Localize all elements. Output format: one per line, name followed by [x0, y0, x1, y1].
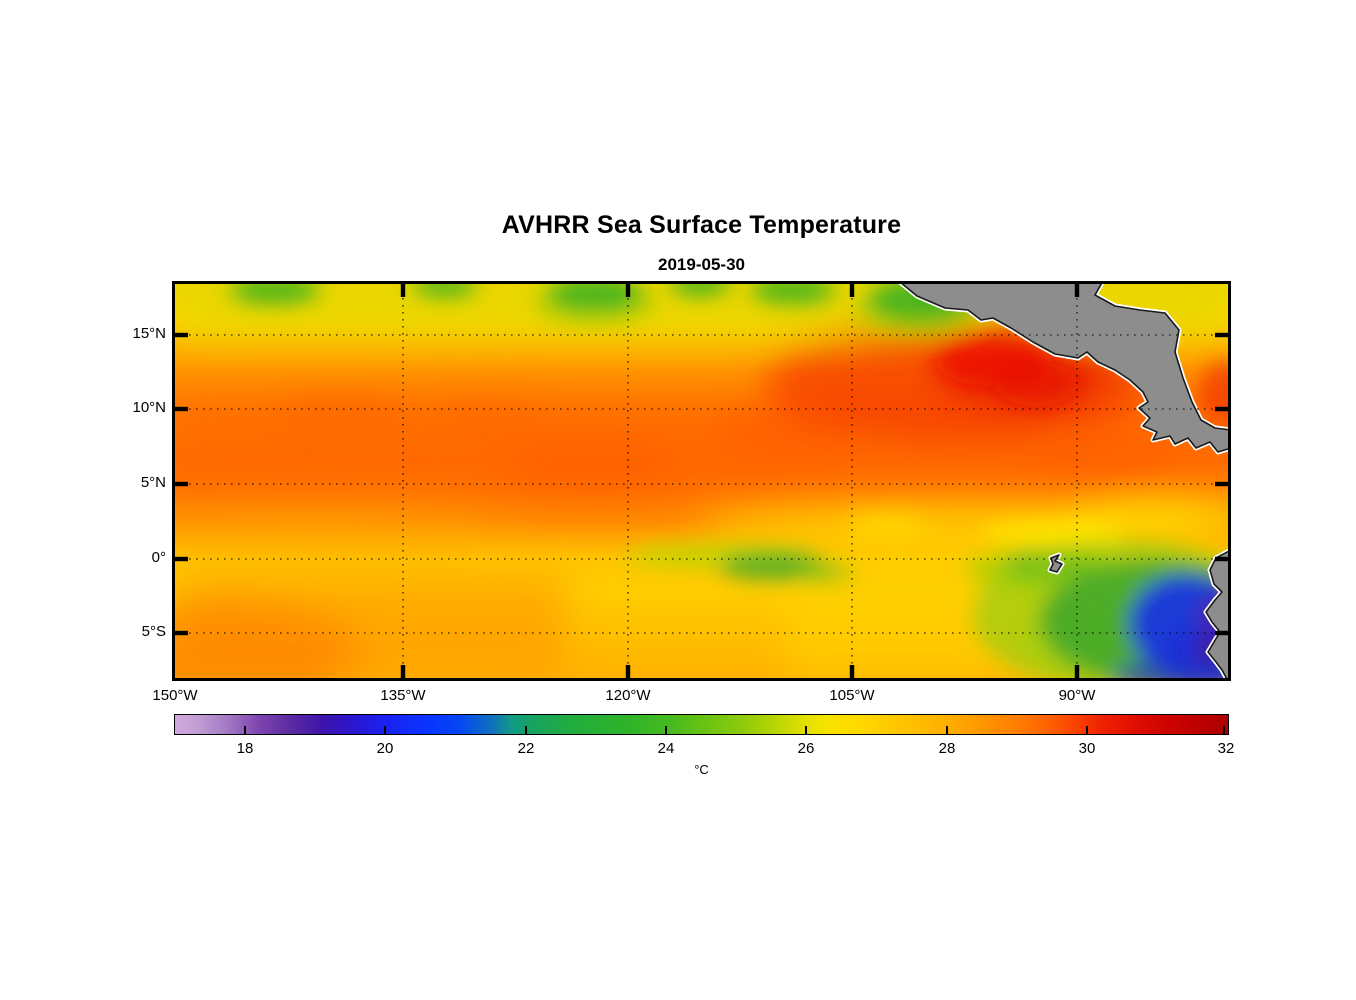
colorbar-tick — [1223, 726, 1225, 734]
colorbar-tick — [244, 726, 246, 734]
galapagos-island — [1049, 554, 1063, 573]
page-title: AVHRR Sea Surface Temperature — [501, 211, 902, 239]
lat-tick-label: 5°N — [140, 474, 166, 491]
colorbar-tick-label: 28 — [938, 740, 956, 757]
colorbar-tick — [805, 726, 807, 734]
axis-ticks — [175, 284, 1228, 678]
colorbar-tick-label: 26 — [797, 740, 815, 757]
lat-tick-label: 15°N — [132, 325, 166, 342]
colorbar-tick-label: 24 — [657, 740, 675, 757]
colorbar-tick-label: 18 — [236, 740, 254, 757]
lon-tick-label: 120°W — [605, 687, 651, 704]
colorbar-tick — [1086, 726, 1088, 734]
colorbar-tick-label: 30 — [1078, 740, 1096, 757]
colorbar-gradient — [175, 715, 1228, 734]
sst-map-raster — [175, 284, 1228, 678]
lat-tick-label: 0° — [151, 549, 166, 566]
colorbar-tick-label: 20 — [376, 740, 394, 757]
colorbar — [174, 714, 1229, 735]
colorbar-tick — [384, 726, 386, 734]
colorbar-tick — [525, 726, 527, 734]
sst-map-panel — [172, 281, 1231, 681]
lat-tick-label: 10°N — [132, 399, 166, 416]
land-central-america — [901, 284, 1228, 453]
lat-tick-label: 5°S — [141, 623, 166, 640]
lon-tick-label: 150°W — [152, 687, 198, 704]
colorbar-tick — [665, 726, 667, 734]
lon-tick-label: 90°W — [1058, 687, 1096, 704]
colorbar-unit-label: °C — [694, 762, 709, 777]
lon-tick-label: 135°W — [380, 687, 426, 704]
graticule-gridlines — [175, 284, 1228, 678]
land-south-america — [1205, 550, 1228, 678]
colorbar-tick — [946, 726, 948, 734]
date-subtitle: 2019-05-30 — [658, 255, 745, 274]
colorbar-tick-label: 22 — [517, 740, 535, 757]
landmasses — [898, 284, 1228, 678]
lon-tick-label: 105°W — [829, 687, 875, 704]
colorbar-tick-label: 32 — [1217, 740, 1235, 757]
